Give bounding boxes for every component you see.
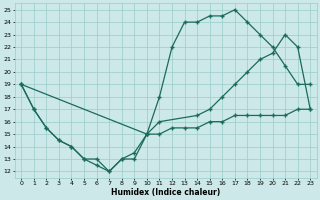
X-axis label: Humidex (Indice chaleur): Humidex (Indice chaleur) [111,188,220,197]
